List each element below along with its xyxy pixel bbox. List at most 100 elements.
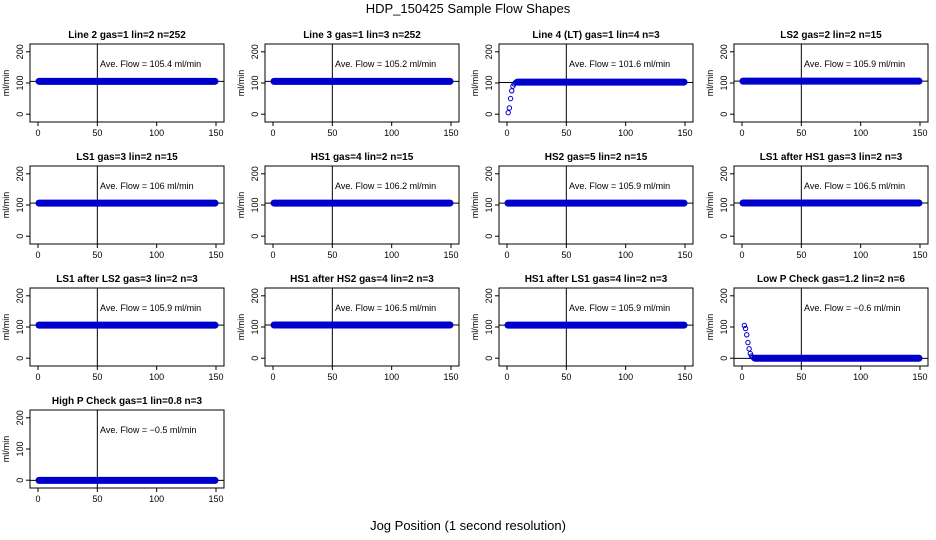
chart-panel: LS1 gas=3 lin=2 n=15 0 50 100 150 0 100 200 ml/m…	[1, 152, 225, 260]
panel-title: Low P Check gas=1.2 lin=2 n=6	[757, 274, 905, 285]
x-tick-label: 0	[739, 128, 744, 138]
x-tick-label: 100	[853, 250, 868, 260]
y-tick-label: 100	[719, 319, 729, 334]
chart-panel: HS1 gas=4 lin=2 n=15 0 50 100 150 0 100 200 ml/m…	[236, 152, 460, 260]
x-tick-label: 100	[149, 128, 164, 138]
y-tick-label: 200	[15, 44, 25, 59]
data-point	[742, 325, 749, 332]
chart-panel: LS2 gas=2 lin=2 n=15 0 50 100 150 0 100 200 ml/m…	[705, 30, 929, 138]
x-tick-label: 50	[327, 372, 337, 382]
x-tick-label: 150	[677, 250, 692, 260]
y-axis-label: ml/min	[705, 314, 715, 341]
x-tick-label: 50	[561, 250, 571, 260]
panel-title: High P Check gas=1 lin=0.8 n=3	[52, 396, 203, 407]
data-series	[35, 77, 219, 85]
y-tick-label: 0	[484, 112, 494, 117]
x-tick-label: 100	[149, 494, 164, 504]
y-tick-label: 200	[250, 288, 260, 303]
y-axis-label: ml/min	[1, 436, 11, 463]
x-tick-label: 100	[853, 372, 868, 382]
panel-title: LS1 gas=3 lin=2 n=15	[76, 152, 178, 163]
x-tick-label: 50	[796, 250, 806, 260]
panel-title: Line 2 gas=1 lin=2 n=252	[68, 30, 186, 41]
x-tick-label: 0	[270, 372, 275, 382]
data-point	[746, 346, 752, 352]
y-tick-label: 0	[484, 234, 494, 239]
x-tick-label: 50	[796, 128, 806, 138]
y-tick-label: 100	[250, 197, 260, 212]
y-tick-label: 0	[15, 112, 25, 117]
panel-title: Line 4 (LT) gas=1 lin=4 n=3	[532, 30, 660, 41]
y-tick-label: 0	[250, 356, 260, 361]
data-point	[506, 105, 513, 111]
chart-panel: HS1 after LS1 gas=4 lin=2 n=3 0 50 100 150 0 1…	[470, 274, 694, 382]
y-tick-label: 200	[719, 44, 729, 59]
page-xlabel: Jog Position (1 second resolution)	[370, 518, 566, 533]
average-flow-annotation: Ave. Flow = 106.2 ml/min	[335, 181, 436, 191]
data-series	[739, 77, 923, 85]
data-series	[35, 199, 219, 207]
x-tick-label: 50	[327, 128, 337, 138]
x-tick-label: 100	[384, 128, 399, 138]
y-axis-label: ml/min	[1, 314, 11, 341]
x-tick-label: 50	[92, 250, 102, 260]
y-tick-label: 100	[15, 441, 25, 456]
page-title: HDP_150425 Sample Flow Shapes	[365, 1, 571, 16]
x-tick-label: 0	[270, 128, 275, 138]
y-axis-label: ml/min	[236, 314, 246, 341]
y-tick-label: 200	[15, 166, 25, 181]
y-tick-label: 100	[250, 319, 260, 334]
x-tick-label: 150	[912, 372, 927, 382]
average-flow-annotation: Ave. Flow = 105.9 ml/min	[569, 181, 670, 191]
x-tick-label: 150	[677, 372, 692, 382]
chart-panel: High P Check gas=1 lin=0.8 n=3 0 50 100 150 0…	[1, 396, 225, 504]
y-tick-label: 200	[719, 166, 729, 181]
x-tick-label: 0	[504, 128, 509, 138]
average-flow-annotation: Ave. Flow = 105.9 ml/min	[100, 303, 201, 313]
y-tick-label: 100	[250, 75, 260, 90]
x-tick-label: 50	[561, 128, 571, 138]
y-axis-label: ml/min	[470, 70, 480, 97]
data-point	[744, 332, 750, 338]
y-tick-label: 0	[719, 112, 729, 117]
x-tick-label: 50	[327, 250, 337, 260]
chart-panel: LS1 after LS2 gas=3 lin=2 n=3 0 50 100 150 0 1…	[1, 274, 225, 382]
panel-title: LS1 after LS2 gas=3 lin=2 n=3	[56, 274, 198, 285]
plot-frame	[733, 287, 929, 367]
x-tick-label: 50	[561, 372, 571, 382]
y-tick-label: 0	[15, 356, 25, 361]
data-point-run	[270, 199, 454, 207]
x-tick-label: 0	[504, 250, 509, 260]
data-point-run	[270, 77, 454, 85]
x-tick-label: 0	[739, 250, 744, 260]
panel-title: HS1 after HS2 gas=4 lin=2 n=3	[290, 274, 434, 285]
data-point-run	[504, 199, 688, 207]
y-axis-label: ml/min	[470, 314, 480, 341]
x-tick-label: 0	[270, 250, 275, 260]
y-tick-label: 200	[250, 44, 260, 59]
y-tick-label: 100	[484, 197, 494, 212]
x-tick-label: 100	[384, 372, 399, 382]
chart-panel: HS2 gas=5 lin=2 n=15 0 50 100 150 0 100 200 ml/m…	[470, 152, 694, 260]
y-axis-label: ml/min	[236, 70, 246, 97]
x-tick-label: 0	[35, 372, 40, 382]
average-flow-annotation: Ave. Flow = 105.4 ml/min	[100, 59, 201, 69]
y-tick-label: 0	[250, 112, 260, 117]
chart-panel: Line 4 (LT) gas=1 lin=4 n=3 0 50 100 150 0 100…	[470, 30, 694, 138]
average-flow-annotation: Ave. Flow = 101.6 ml/min	[569, 59, 670, 69]
data-point-run	[35, 476, 219, 484]
chart-panel: HS1 after HS2 gas=4 lin=2 n=3 0 50 100 150 0 1…	[236, 274, 460, 382]
y-tick-label: 0	[484, 356, 494, 361]
y-tick-label: 100	[15, 197, 25, 212]
x-tick-label: 150	[208, 372, 223, 382]
x-tick-label: 0	[504, 372, 509, 382]
data-point	[741, 322, 748, 329]
y-tick-label: 200	[484, 288, 494, 303]
y-axis-label: ml/min	[705, 70, 715, 97]
x-tick-label: 0	[35, 250, 40, 260]
x-tick-label: 50	[92, 372, 102, 382]
average-flow-annotation: Ave. Flow = 105.9 ml/min	[804, 59, 905, 69]
data-point	[505, 109, 511, 116]
x-tick-label: 50	[796, 372, 806, 382]
